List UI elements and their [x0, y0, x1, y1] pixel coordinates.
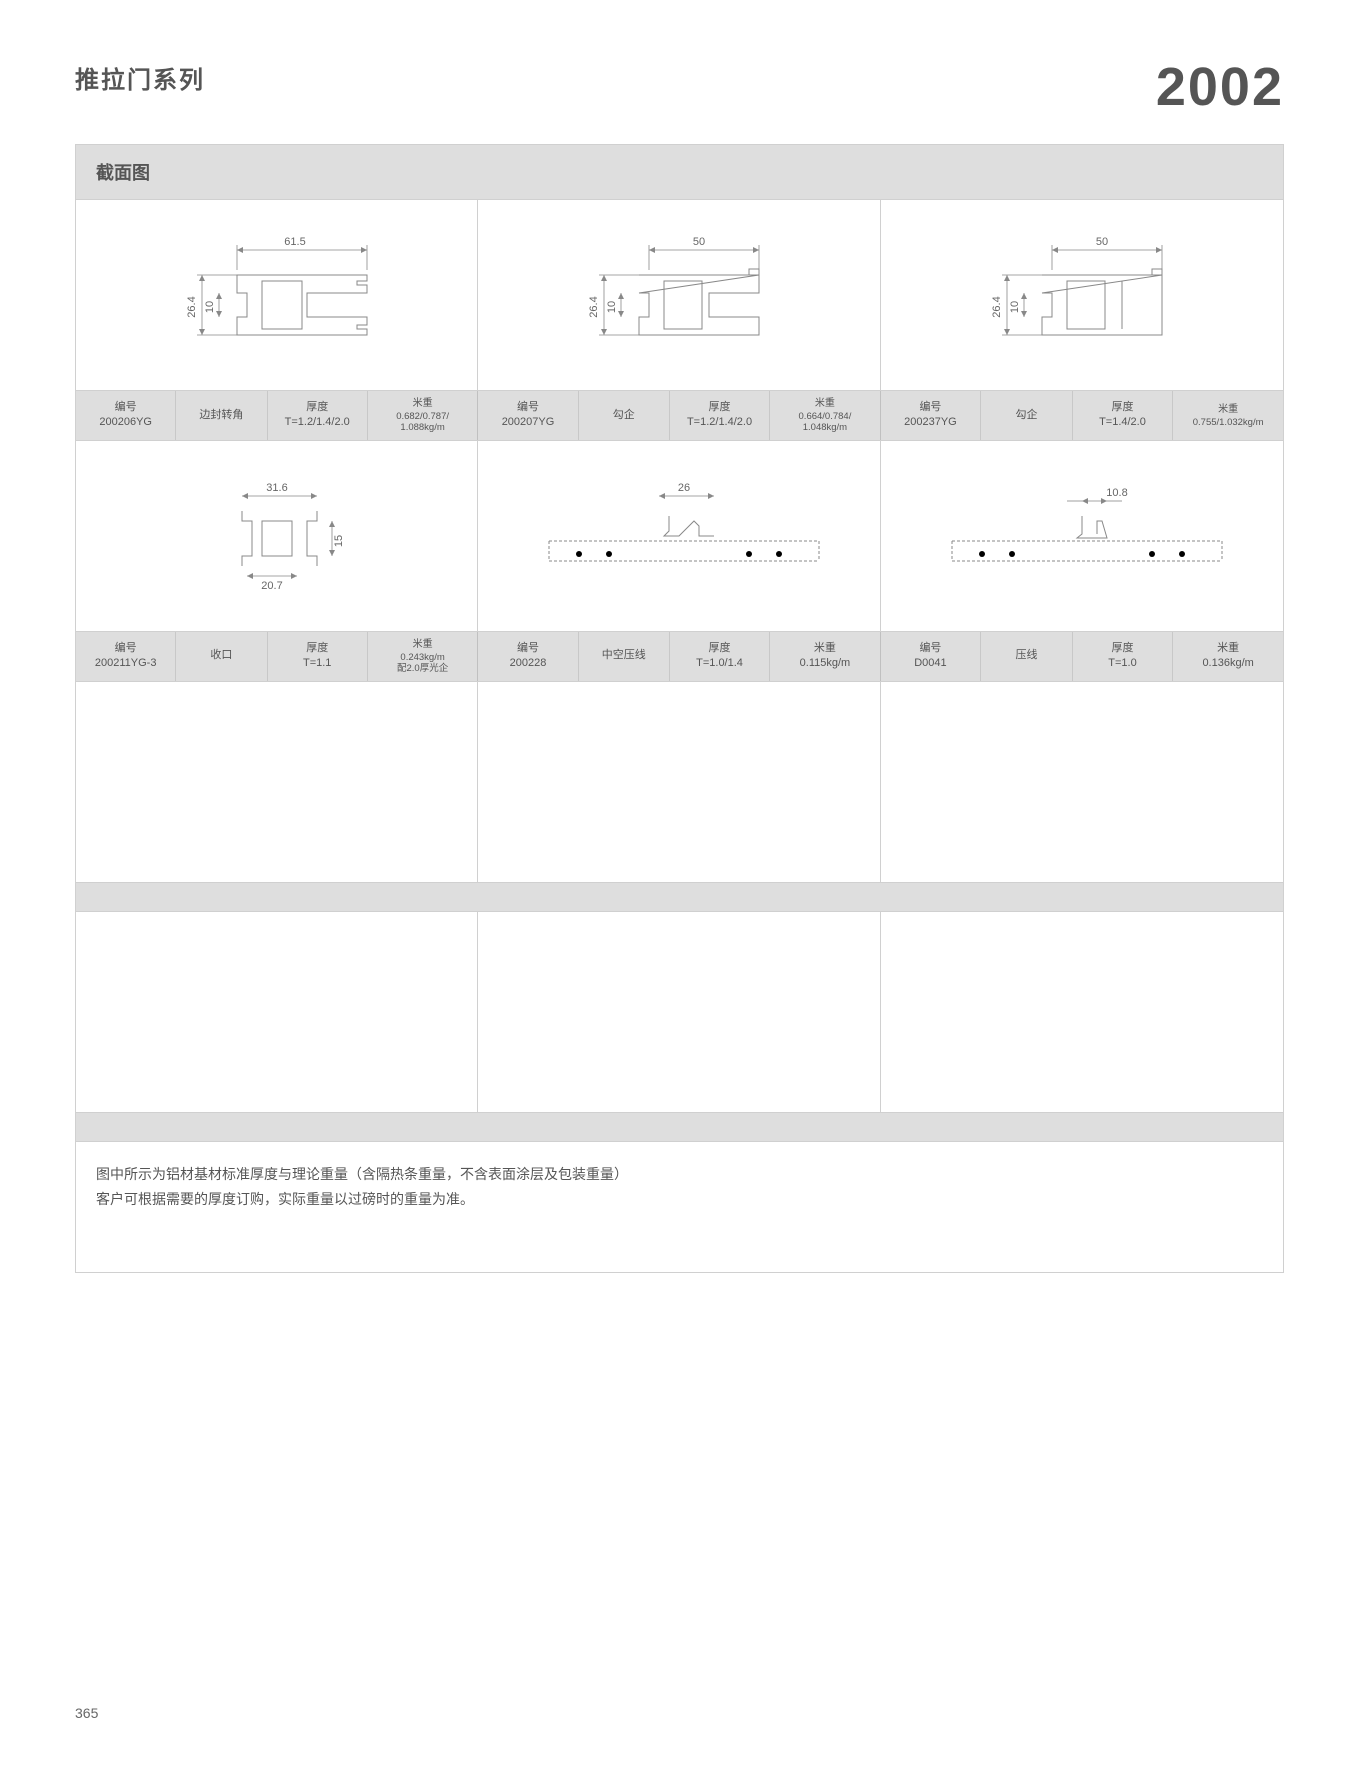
spec-value: T=1.2/1.4/2.0 — [674, 415, 765, 430]
spec-cell: 编号200237YG 勾企 厚度T=1.4/2.0 米重0.755/1.032k… — [881, 391, 1283, 440]
spec-label: 厚度 — [272, 641, 363, 656]
spec-value: 200206YG — [80, 415, 171, 430]
footer-line1: 图中所示为铝材基材标准厚度与理论重量（含隔热条重量，不含表面涂层及包装重量） — [96, 1162, 1263, 1187]
dim-label: 26.4 — [588, 296, 600, 317]
diagram-cell-empty — [478, 912, 880, 1112]
spec-label: 米重 — [372, 638, 473, 652]
dim-label: 10 — [204, 301, 216, 313]
spec-label: 米重 — [1177, 403, 1279, 417]
spec-value: T=1.4/2.0 — [1077, 415, 1169, 430]
spec-value: 0.243kg/m配2.0厚光企 — [372, 652, 473, 675]
dim-label: 50 — [693, 236, 705, 248]
dim-label: 31.6 — [266, 482, 287, 494]
year-code: 2002 — [1156, 60, 1284, 114]
diagram-cell-empty — [76, 682, 478, 882]
spec-label: 编号 — [80, 641, 171, 656]
spec-row-2: 编号200211YG-3 收口 厚度T=1.1 米重0.243kg/m配2.0厚… — [76, 631, 1283, 682]
diagram-cell: 10.8 — [881, 441, 1283, 631]
diagram-cell-empty — [881, 912, 1283, 1112]
spec-value: 边封转角 — [180, 408, 262, 423]
diagram-cell-empty — [478, 682, 880, 882]
spec-label: 编号 — [80, 400, 171, 415]
diagram-row-1: 61.5 26.4 10 — [76, 200, 1283, 390]
footer-line2: 客户可根据需要的厚度订购，实际重量以过磅时的重量为准。 — [96, 1187, 1263, 1212]
spec-value: 压线 — [985, 648, 1067, 663]
diagram-cell: 26 — [478, 441, 880, 631]
spec-label: 编号 — [885, 641, 977, 656]
spec-cell: 编号D0041 压线 厚度T=1.0 米重0.136kg/m — [881, 632, 1283, 681]
diagram-row-4-empty — [76, 912, 1283, 1112]
spec-label: 米重 — [372, 397, 473, 411]
spec-label: 厚度 — [1077, 400, 1169, 415]
diagram-cell-empty — [881, 682, 1283, 882]
series-title: 推拉门系列 — [75, 60, 205, 95]
dim-label: 10.8 — [1106, 487, 1127, 499]
dim-label: 26.4 — [186, 296, 198, 317]
dim-label: 61.5 — [284, 236, 305, 248]
spec-label: 厚度 — [1077, 641, 1169, 656]
spec-cell: 编号200206YG 边封转角 厚度T=1.2/1.4/2.0 米重0.682/… — [76, 391, 478, 440]
section-header: 截面图 — [76, 145, 1283, 200]
dim-label: 26 — [678, 482, 690, 494]
spec-label: 厚度 — [674, 400, 765, 415]
spec-value: 0.682/0.787/1.088kg/m — [372, 411, 473, 434]
spec-label: 米重 — [774, 641, 875, 656]
diagram-cell-empty — [76, 912, 478, 1112]
spec-value: 200211YG-3 — [80, 656, 171, 671]
spec-value: 200207YG — [482, 415, 573, 430]
spec-value: 200237YG — [885, 415, 977, 430]
spec-label: 厚度 — [272, 400, 363, 415]
spec-value: 勾企 — [583, 408, 665, 423]
dim-label: 20.7 — [261, 580, 282, 592]
content-table: 截面图 61.5 26.4 — [75, 144, 1284, 1273]
dim-label: 26.4 — [991, 296, 1003, 317]
spec-label: 米重 — [1177, 641, 1279, 656]
spec-cell: 编号200211YG-3 收口 厚度T=1.1 米重0.243kg/m配2.0厚… — [76, 632, 478, 681]
spec-value: 0.664/0.784/1.048kg/m — [774, 411, 875, 434]
spec-label: 米重 — [774, 397, 875, 411]
spec-label: 编号 — [482, 400, 573, 415]
spec-row-4-empty — [76, 1112, 1283, 1142]
dim-label: 15 — [333, 535, 345, 547]
diagram-row-3-empty — [76, 682, 1283, 882]
spec-cell: 编号200228 中空压线 厚度T=1.0/1.4 米重0.115kg/m — [478, 632, 880, 681]
diagram-cell: 61.5 26.4 10 — [76, 200, 478, 390]
footer-note: 图中所示为铝材基材标准厚度与理论重量（含隔热条重量，不含表面涂层及包装重量） 客… — [76, 1142, 1283, 1272]
spec-value: D0041 — [885, 656, 977, 671]
spec-label: 厚度 — [674, 641, 765, 656]
spec-label: 编号 — [885, 400, 977, 415]
diagram-row-2: 31.6 15 20.7 26 — [76, 441, 1283, 631]
spec-row-1: 编号200206YG 边封转角 厚度T=1.2/1.4/2.0 米重0.682/… — [76, 390, 1283, 441]
spec-value: T=1.1 — [272, 656, 363, 671]
spec-value: 收口 — [180, 648, 262, 663]
spec-value: 中空压线 — [583, 648, 665, 663]
spec-cell: 编号200207YG 勾企 厚度T=1.2/1.4/2.0 米重0.664/0.… — [478, 391, 880, 440]
dim-label: 10 — [606, 301, 618, 313]
page-number: 365 — [75, 1705, 98, 1721]
spec-value: 200228 — [482, 656, 573, 671]
spec-value: 0.136kg/m — [1177, 656, 1279, 671]
spec-value: 0.755/1.032kg/m — [1177, 417, 1279, 428]
diagram-cell: 31.6 15 20.7 — [76, 441, 478, 631]
dim-label: 10 — [1009, 301, 1021, 313]
spec-label: 编号 — [482, 641, 573, 656]
spec-value: T=1.2/1.4/2.0 — [272, 415, 363, 430]
spec-value: 0.115kg/m — [774, 656, 875, 671]
spec-row-3-empty — [76, 882, 1283, 912]
dim-label: 50 — [1096, 236, 1108, 248]
spec-value: T=1.0 — [1077, 656, 1169, 671]
diagram-cell: 50 26.4 10 — [881, 200, 1283, 390]
spec-value: T=1.0/1.4 — [674, 656, 765, 671]
spec-value: 勾企 — [985, 408, 1067, 423]
diagram-cell: 50 26.4 10 — [478, 200, 880, 390]
